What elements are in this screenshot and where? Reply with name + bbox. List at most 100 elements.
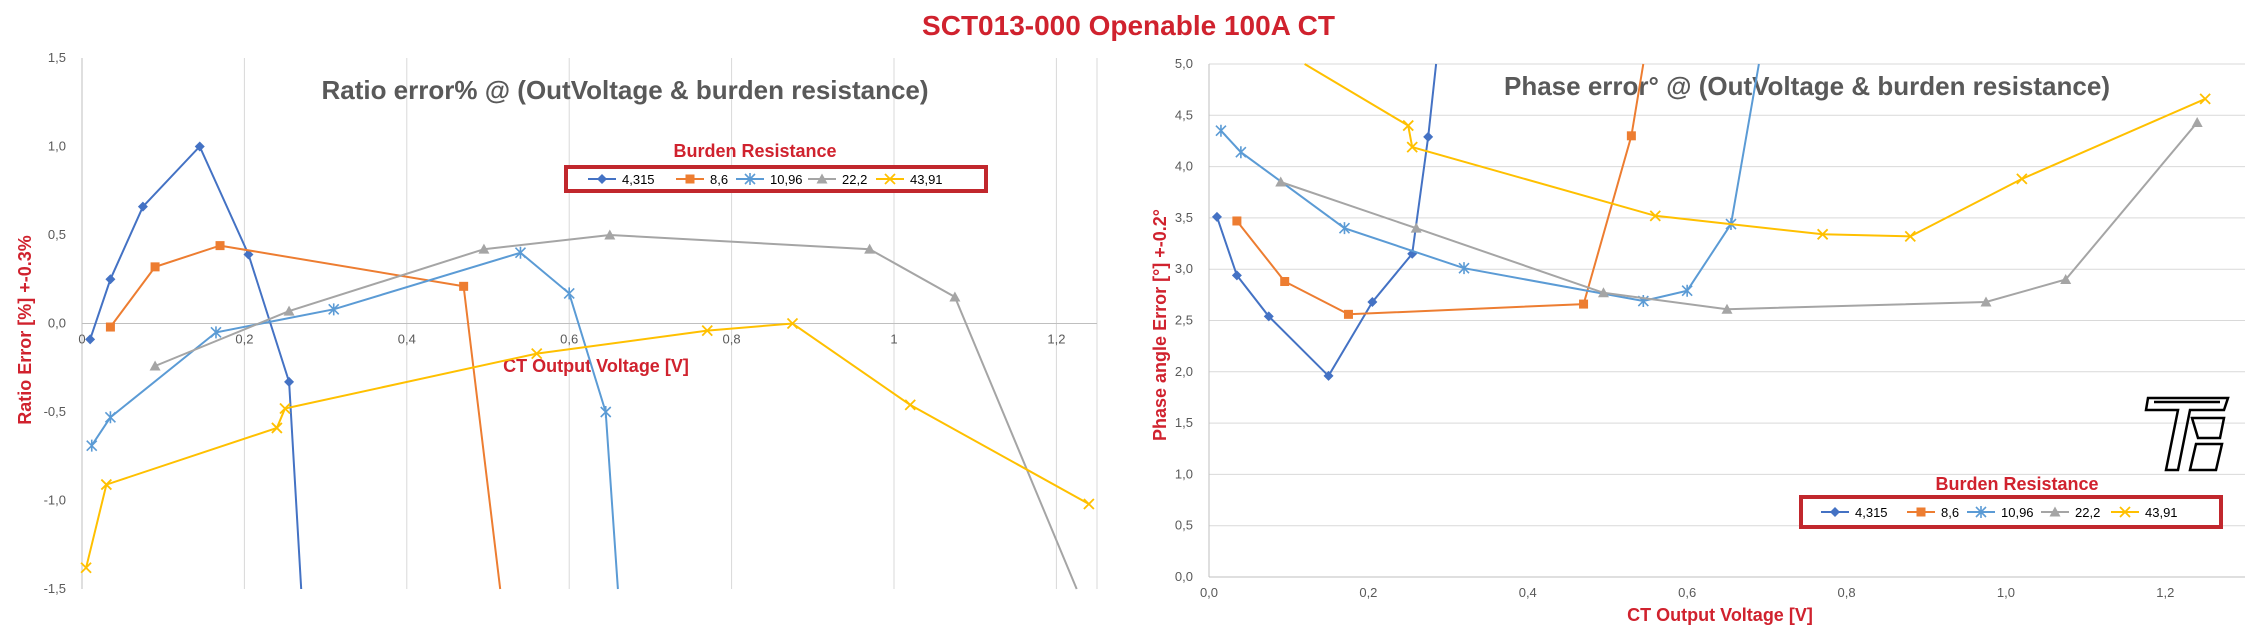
y-tick-label: 3,0 (1175, 261, 1193, 276)
data-point (86, 439, 98, 452)
x-tick-label: 0,2 (1359, 585, 1377, 600)
legend-item: 22,2 (2041, 505, 2100, 520)
data-point (1458, 262, 1470, 275)
y-tick-label: 2,0 (1175, 364, 1193, 379)
y-tick-label: 0,0 (48, 316, 66, 331)
legend-label: 10,96 (2001, 505, 2034, 520)
data-point (85, 334, 96, 345)
y-tick-label: 1,0 (48, 139, 66, 154)
legend-label: 8,6 (1941, 505, 1959, 520)
y-tick-label: 5,0 (1175, 56, 1193, 71)
legend-label: 4,315 (1855, 505, 1888, 520)
data-point (1323, 370, 1334, 381)
data-point (1280, 277, 1290, 287)
data-point (105, 274, 116, 285)
series-8-6 (105, 241, 502, 590)
data-point (1235, 146, 1247, 159)
legend-item: 43,91 (2111, 505, 2178, 520)
data-point (604, 229, 616, 240)
data-point (1232, 216, 1242, 226)
data-point (1211, 211, 1222, 222)
x-tick-label: 0,4 (1519, 585, 1537, 600)
legend-label: 10,96 (770, 172, 803, 187)
legend-item: 4,315 (1821, 505, 1888, 520)
x-tick-label: 1,2 (2156, 585, 2174, 600)
legend: 4,315 8,6 10,96 22,2 43,91 (564, 165, 988, 193)
legend-marker (744, 173, 756, 185)
legend-item: 22,2 (808, 172, 867, 187)
data-point (600, 406, 612, 418)
legend-title: Burden Resistance (1935, 474, 2098, 494)
legend-marker (1916, 507, 1926, 517)
legend-marker (1830, 507, 1840, 517)
data-point (1343, 309, 1353, 319)
chart-title: Ratio error% @ (OutVoltage & burden resi… (321, 75, 928, 105)
series-22-2 (149, 229, 1078, 590)
legend-item: 10,96 (736, 172, 803, 187)
legend-marker (1975, 506, 1987, 518)
data-point (701, 324, 713, 337)
data-point (531, 347, 543, 360)
x-tick-label: 0,6 (560, 332, 578, 347)
data-point (1597, 287, 1609, 298)
data-point (1904, 230, 1916, 243)
data-point (2199, 93, 2211, 105)
x-tick-label: 0,2 (235, 332, 253, 347)
series-line (89, 144, 303, 590)
data-point (1410, 222, 1422, 233)
legend-item: 43,91 (876, 172, 943, 187)
y-tick-label: 0,5 (48, 227, 66, 242)
data-point (904, 399, 916, 411)
series-43-91 (1304, 63, 2211, 243)
legend-item: 8,6 (676, 172, 728, 187)
series-22-2 (1275, 116, 2203, 314)
x-tick-label: 1,0 (1997, 585, 2015, 600)
data-point (2191, 116, 2203, 127)
legend-item: 8,6 (1907, 505, 1959, 520)
legend-title: Burden Resistance (673, 141, 836, 161)
data-point (105, 322, 115, 332)
data-point (283, 305, 295, 316)
series-line (1236, 63, 1645, 316)
legend-box (564, 165, 988, 193)
y-axis-label: Ratio Error [%] +-0.3% (15, 235, 35, 425)
data-point (243, 249, 254, 260)
data-point (1215, 124, 1227, 137)
legend-marker (597, 174, 607, 184)
x-tick-label: 0 (78, 332, 85, 347)
series-10-96 (1215, 63, 1760, 308)
data-point (1649, 210, 1661, 222)
data-point (284, 376, 295, 387)
series-line (90, 251, 619, 590)
data-point (949, 291, 961, 302)
data-point (1681, 284, 1693, 297)
logo-icon (2144, 396, 2230, 472)
y-axis-label: Phase angle Error [°] +-0.2° (1150, 209, 1170, 441)
series-43-91 (80, 317, 1095, 574)
legend-label: 43,91 (910, 172, 943, 187)
data-point (1263, 311, 1274, 322)
data-point (271, 422, 283, 434)
series-line (1304, 63, 2206, 238)
y-tick-label: 1,5 (48, 50, 66, 65)
legend-label: 4,315 (622, 172, 655, 187)
legend-label: 22,2 (2075, 505, 2100, 520)
y-tick-label: -1,5 (44, 581, 66, 596)
data-point (1626, 131, 1636, 141)
legend-item: 4,315 (588, 172, 655, 187)
x-tick-label: 0,8 (1837, 585, 1855, 600)
y-tick-label: 1,5 (1175, 415, 1193, 430)
data-point (1579, 299, 1589, 309)
y-tick-label: 3,5 (1175, 210, 1193, 225)
data-point (2060, 273, 2072, 284)
legend-marker (884, 173, 896, 185)
x-tick-label: 1,2 (1047, 332, 1065, 347)
data-point (1721, 303, 1733, 314)
legend-marker (685, 174, 695, 184)
data-point (1423, 131, 1434, 142)
data-point (80, 562, 92, 574)
data-point (150, 262, 160, 272)
series-4-315 (1211, 63, 1438, 381)
series-line (1216, 63, 1438, 378)
legend-marker (816, 173, 828, 184)
